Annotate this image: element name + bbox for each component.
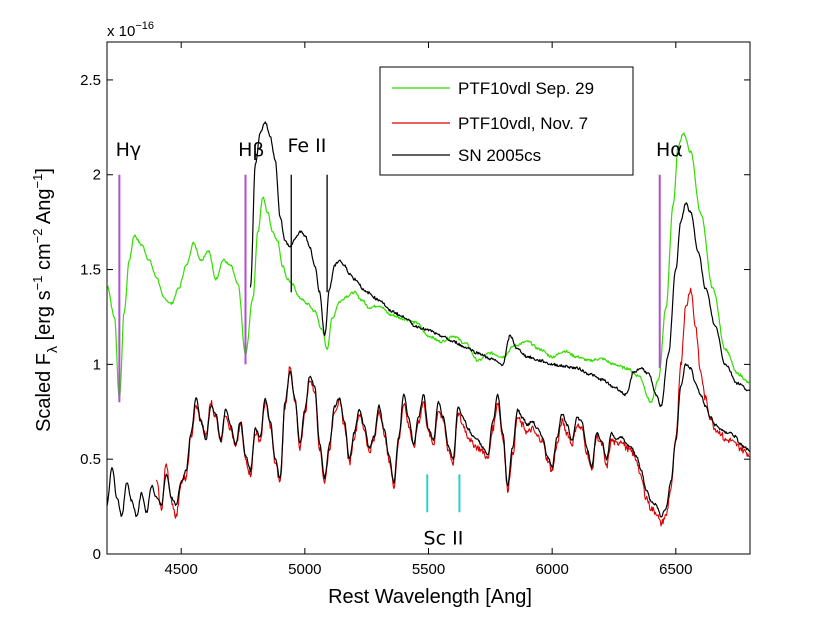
annotation-label-2: Fe II [288, 135, 327, 157]
x-tick-label-0: 4500 [165, 561, 198, 578]
series-group [107, 121, 750, 527]
legend-label-ptf10vdl-nov: PTF10vdl, Nov. 7 [458, 114, 588, 133]
y-label-main: Scaled F [33, 353, 55, 432]
legend-label-ptf10vdl-sep: PTF10vdl Sep. 29 [458, 79, 594, 98]
legend: PTF10vdl Sep. 29 PTF10vdl, Nov. 7 SN 200… [379, 66, 634, 176]
x-tick-label-4: 6500 [659, 561, 692, 578]
y-label-subscript: λ [44, 346, 60, 353]
x-axis-label: Rest Wavelength [Ang] [328, 586, 532, 608]
x-tick-label-3: 6000 [535, 561, 568, 578]
y-label-units: [erg s [33, 290, 55, 346]
x-tick-label-2: 5500 [412, 561, 445, 578]
y-tick-label-5: 2.5 [80, 72, 101, 89]
series-line-3 [249, 121, 750, 408]
y-label-units-d: ] [33, 168, 55, 174]
y-label-units-c: Ang [33, 188, 55, 228]
y-label-units-b: cm [33, 243, 55, 275]
y-tick-label-3: 1.5 [80, 262, 101, 279]
annotation-label-0: Hγ [116, 139, 142, 161]
legend-label-sn2005cs: SN 2005cs [458, 146, 541, 165]
y-scale-multiplier: x 10−16 [107, 20, 154, 40]
annotations-group: Hγ Hβ Fe II Hα Sc II [116, 135, 683, 550]
legend-box [379, 66, 634, 176]
series-line-2 [107, 363, 750, 518]
series-line-0 [107, 132, 750, 403]
y-tick-label-4: 2 [93, 167, 101, 184]
y-tick-label-1: 0.5 [80, 451, 101, 468]
y-label-exp1: −1 [30, 276, 45, 291]
x-tick-label-1: 5000 [288, 561, 321, 578]
ticks-group: 4500 5000 5500 6000 6500 0 0.5 1 1.5 2 2.5 [80, 42, 750, 578]
annotation-label-5: Sc II [424, 528, 464, 550]
annotation-label-4: Hα [656, 139, 683, 161]
series-line-1 [155, 287, 750, 527]
y-scale-base: x 10 [107, 23, 135, 40]
y-axis-label: Scaled Fλ [erg s−1 cm−2 Ang−1] [30, 168, 60, 432]
y-label-exp3: −1 [30, 174, 45, 189]
y-scale-exponent: −16 [135, 20, 154, 32]
y-tick-label-2: 1 [93, 356, 101, 373]
y-tick-label-0: 0 [93, 546, 101, 563]
annotation-label-1: Hβ [238, 139, 264, 161]
y-label-exp2: −2 [30, 229, 45, 244]
